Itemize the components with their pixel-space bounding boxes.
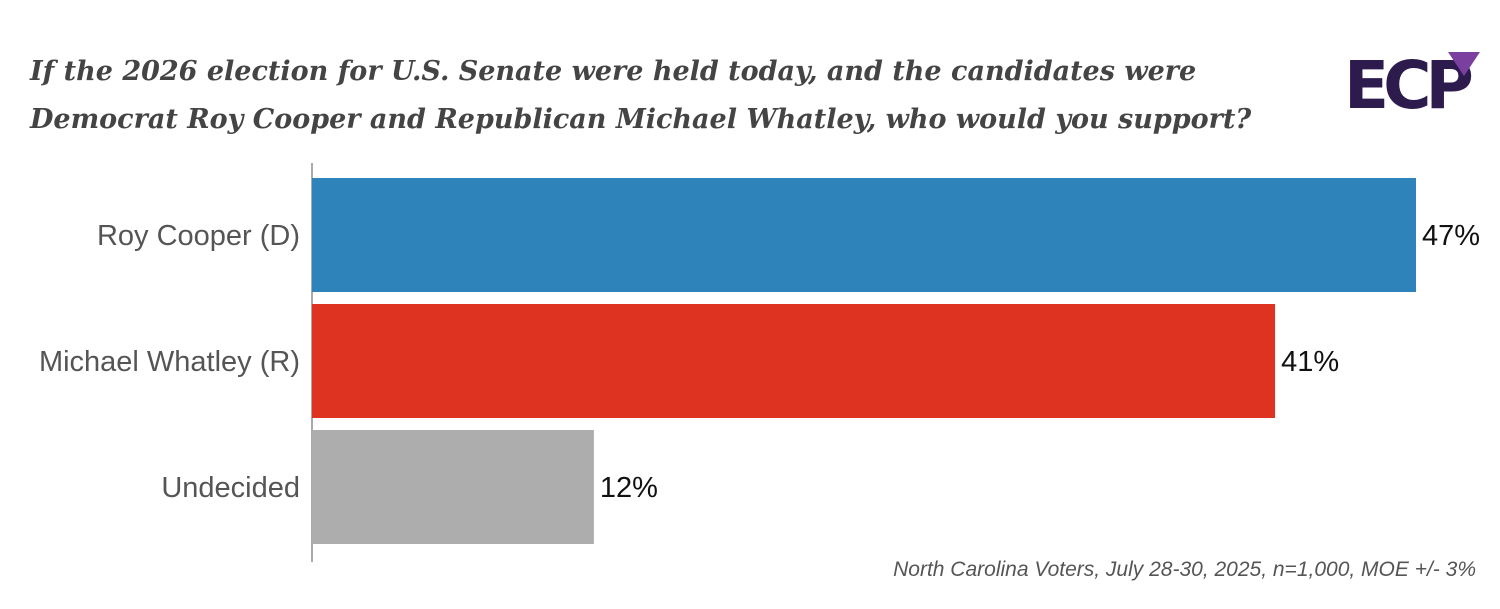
chart-title: If the 2026 election for U.S. Senate wer… (30, 48, 1290, 144)
value-label-1: 47% (1422, 220, 1480, 252)
ecp-logo: ECP (1344, 50, 1480, 112)
footnote: North Carolina Voters, July 28-30, 2025,… (893, 558, 1476, 581)
value-label-3: 12% (600, 472, 658, 504)
category-label-2: Michael Whatley (R) (39, 346, 300, 378)
logo-accent-shape (1448, 52, 1480, 76)
bar-2 (312, 304, 1276, 418)
bars-group: Roy Cooper (D) 47% Michael Whatley (R) 41% U… (39, 178, 1480, 544)
category-label-3: Undecided (161, 472, 300, 504)
bar-1 (312, 178, 1416, 292)
bar-3 (312, 430, 594, 544)
value-label-2: 41% (1281, 346, 1339, 378)
title-line-1: If the 2026 election for U.S. Senate wer… (30, 56, 1197, 87)
category-label-1: Roy Cooper (D) (97, 220, 300, 252)
title-line-2: Democrat Roy Cooper and Republican Micha… (30, 104, 1252, 135)
